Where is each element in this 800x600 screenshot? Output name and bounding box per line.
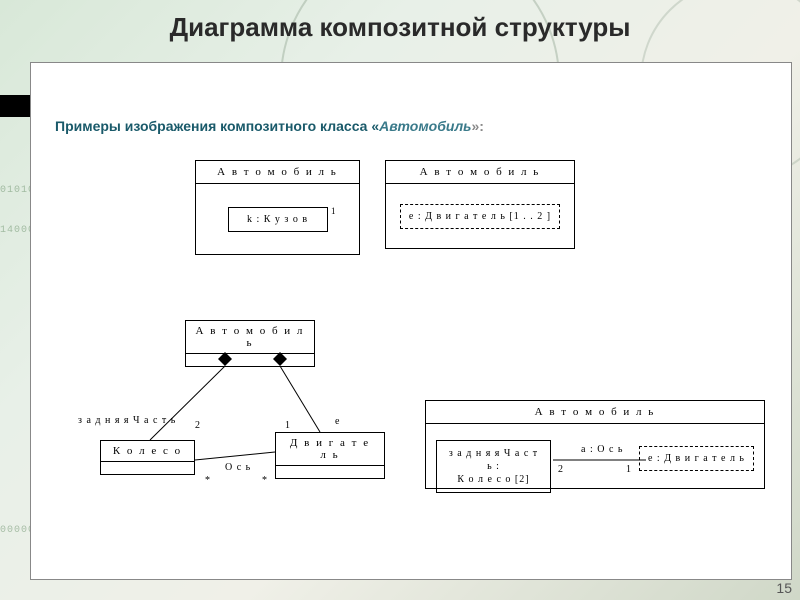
composite-box-1: А в т о м о б и л ь k : К у з о в 1 [195,160,360,255]
class-title: Д в и г а т е л ь [276,433,384,466]
composite-title: А в т о м о б и л ь [386,161,574,184]
composite-box-2: А в т о м о б и л ь e : Д в и г а т е л … [385,160,575,249]
page-title: Диаграмма композитной структуры [0,12,800,43]
role-e: e [335,416,340,427]
assoc-axis: О с ь [225,462,251,473]
mult-star: * [262,475,268,486]
part-kuzov: k : К у з о в 1 [228,207,328,232]
part-engine-dashed: e : Д в и г а т е л ь [639,446,754,471]
mult-star: * [205,475,211,486]
inner-connector [551,424,651,494]
part-label: k : К у з о в [247,214,308,225]
class-title: А в т о м о б и л ь [186,321,314,354]
class-title: К о л е с о [101,441,194,462]
mult-1: 1 [285,420,291,431]
part-rear-wheel: з а д н я я Ч а с т ь : К о л е с о [2] [436,440,551,493]
assoc-axis: a : О с ь [581,444,623,455]
mult-2: 2 [558,464,564,475]
page-number: 15 [776,580,792,596]
composite-title: А в т о м о б и л ь [426,401,764,424]
subtitle-italic: Автомобиль [379,118,471,134]
mult-2: 2 [195,420,201,431]
multiplicity: 1 [331,206,337,216]
subtitle: Примеры изображения композитного класса … [55,118,484,134]
subtitle-prefix: Примеры изображения композитного класса … [55,118,379,134]
composite-title: А в т о м о б и л ь [196,161,359,184]
composite-box-4: А в т о м о б и л ь з а д н я я Ч а с т … [425,400,765,489]
class-auto: А в т о м о б и л ь [185,320,315,367]
class-engine: Д в и г а т е л ь [275,432,385,479]
role-rear: з а д н я я Ч а с т ь [78,415,176,426]
subtitle-suffix: »: [471,118,483,134]
title-text: Диаграмма композитной структуры [0,12,800,43]
content-panel [30,62,792,580]
mult-1: 1 [626,464,632,475]
black-tab [0,95,30,117]
part-engine-dashed: e : Д в и г а т е л ь [1 . . 2 ] [400,204,560,229]
class-wheel: К о л е с о [100,440,195,475]
